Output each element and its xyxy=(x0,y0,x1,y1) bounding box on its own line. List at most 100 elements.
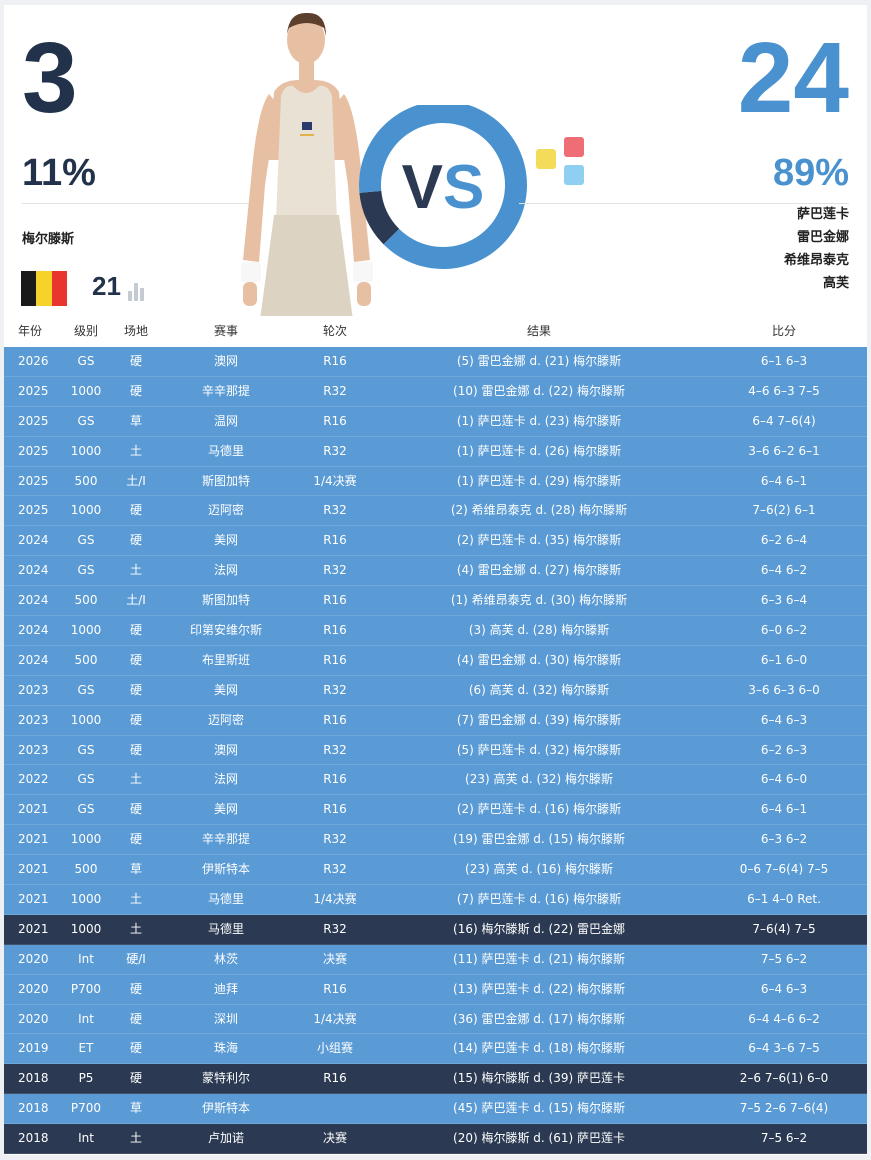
cell-event: 印第安维尔斯 xyxy=(189,623,263,638)
cell-score: 3–6 6–3 6–0 xyxy=(748,682,820,697)
header-level[interactable]: 级别 xyxy=(73,324,99,338)
table-row[interactable]: 2024 GS 土 法网 R32 (4) 雷巴金娜 d. (27) 梅尔滕斯 6–4 6–2 xyxy=(4,556,867,587)
cell-surface: 草 xyxy=(129,413,143,428)
logo-square-lightblue xyxy=(564,165,584,185)
cell-level: P5 xyxy=(78,1071,94,1086)
right-player-name[interactable]: 高芙 xyxy=(822,276,849,291)
right-player-name[interactable]: 雷巴金娜 xyxy=(796,230,849,245)
header-result[interactable]: 结果 xyxy=(526,324,552,338)
table-row[interactable]: 2021 GS 硬 美网 R16 (2) 萨巴莲卡 d. (16) 梅尔滕斯 6–4 6–1 xyxy=(4,795,867,826)
cell-event: 珠海 xyxy=(213,1041,239,1056)
flag-stripe-black xyxy=(21,271,37,306)
match-table-body: 2026 GS 硬澳网 R16 (5) 雷巴金娜 d. (21) 梅尔滕斯 6–1 6–3… xyxy=(4,347,867,1155)
cell-score: 0–6 7–6(4) 7–5 xyxy=(739,862,829,877)
cell-round: R32 xyxy=(323,742,347,757)
table-row[interactable]: 2020 P700 硬 迪拜 R16 (13) 萨巴莲卡 d. (22) 梅尔滕斯 6–4 … xyxy=(4,974,867,1005)
table-row[interactable]: 2018 Int 土 卢加诺 决赛 (20) 梅尔滕斯 d. (61) 萨巴莲卡 7–5 6… xyxy=(4,1124,867,1155)
cell-result: (5) 雷巴金娜 d. (21) 梅尔滕斯 xyxy=(456,354,622,368)
table-row[interactable]: 2025 1000 土 马德里 R32 (1) 萨巴莲卡 d. (26) 梅尔滕斯 3–6 … xyxy=(4,436,867,467)
table-row[interactable]: 2019 ET 硬 珠海 小组赛 (14) 萨巴莲卡 d. (18) 梅尔滕斯 6–4 3–… xyxy=(4,1034,867,1065)
table-row[interactable]: 2020 Int 硬 深圳 1/4决赛 (36) 雷巴金娜 d. (17) 梅尔滕斯 6–4… xyxy=(4,1004,867,1035)
table-row[interactable]: 2021 1000 土 马德里 R32 (16) 梅尔滕斯 d. (22) 雷巴金娜 7–6… xyxy=(4,914,867,945)
left-player-rank: 21 xyxy=(92,271,121,301)
cell-surface: 硬 xyxy=(129,354,143,368)
cell-level: Int xyxy=(78,1011,94,1026)
cell-level: GS xyxy=(77,563,95,578)
cell-level: 500 xyxy=(74,652,98,667)
table-row[interactable]: 2021 1000 土 马德里 1/4决赛 (7) 萨巴莲卡 d. (16) 梅尔滕斯 6–… xyxy=(4,885,867,915)
cell-level: 500 xyxy=(74,473,98,488)
cell-year: 2024 xyxy=(18,623,49,638)
cell-level: 1000 xyxy=(70,921,102,936)
table-row[interactable]: 2022 GS 土 法网 R16 (23) 高芙 d. (32) 梅尔滕斯 6–4 6–0 xyxy=(4,765,867,796)
cell-round: 小组赛 xyxy=(316,1041,354,1056)
cell-level: 500 xyxy=(74,593,98,608)
table-row[interactable]: 2024 1000 硬 印第安维尔斯 R16 (3) 高芙 d. (28) 梅尔滕斯 6–0… xyxy=(4,616,867,646)
table-row[interactable]: 2024 500 硬 布里斯班 R16 (4) 雷巴金娜 d. (30) 梅尔滕斯 6–1 … xyxy=(4,645,867,676)
table-row[interactable]: 2024 GS 硬 美网 R16 (2) 萨巴莲卡 d. (35) 梅尔滕斯 6–2 6–4 xyxy=(4,526,867,557)
table-row[interactable]: 2024 500 土/I 斯图加特 R16 (1) 希维昂泰克 d. (30) 梅尔滕斯 6… xyxy=(4,586,867,617)
cell-event: 辛辛那提 xyxy=(201,832,251,847)
right-player-name[interactable]: 希维昂泰克 xyxy=(783,253,849,268)
header-event[interactable]: 赛事 xyxy=(213,324,239,338)
cell-surface: 土/I xyxy=(126,473,146,488)
table-row[interactable]: 2018 P700 草 伊斯特本 (45) 萨巴莲卡 d. (15) 梅尔滕斯 7–5 2… xyxy=(4,1094,867,1125)
cell-score: 6–2 6–4 xyxy=(760,533,808,548)
header-score[interactable]: 比分 xyxy=(771,324,797,338)
table-row[interactable]: 2018 P5 硬 蒙特利尔 R16 (15) 梅尔滕斯 d. (39) 萨巴莲卡 2–6 … xyxy=(4,1064,867,1095)
cell-event: 澳网 xyxy=(213,742,239,757)
cell-year: 2021 xyxy=(18,892,49,907)
cell-round: R32 xyxy=(323,682,347,697)
table-row[interactable]: 2025 GS 草 温网 R16 (1) 萨巴莲卡 d. (23) 梅尔滕斯 6–4 7–6… xyxy=(4,406,867,437)
cell-round: R16 xyxy=(323,772,347,787)
cell-round: 1/4决赛 xyxy=(313,892,357,907)
cell-level: GS xyxy=(77,533,95,548)
cell-result: (19) 雷巴金娜 d. (15) 梅尔滕斯 xyxy=(453,832,625,847)
cell-surface: 硬 xyxy=(129,383,143,398)
cell-score: 6–4 6–1 xyxy=(760,473,808,488)
cell-year: 2022 xyxy=(18,772,49,787)
table-row[interactable]: 2025 500 土/I 斯图加特 1/4决赛 (1) 萨巴莲卡 d. (29) 梅尔滕斯… xyxy=(4,466,867,497)
cell-result: (20) 梅尔滕斯 d. (61) 萨巴莲卡 xyxy=(453,1131,625,1146)
table-row[interactable]: 2021 500 草 伊斯特本 R32 (23) 高芙 d. (16) 梅尔滕斯 0–6 7… xyxy=(4,855,867,886)
cell-round: R32 xyxy=(323,443,347,458)
table-row[interactable]: 2025 1000 硬 迈阿密 R32 (2) 希维昂泰克 d. (28) 梅尔滕斯 7–6… xyxy=(4,496,867,527)
cell-level: P700 xyxy=(70,981,102,996)
header-round[interactable]: 轮次 xyxy=(322,324,348,338)
cell-round: 决赛 xyxy=(322,1131,348,1146)
table-row[interactable]: 2020 Int 硬/I 林茨 决赛 (11) 萨巴莲卡 d. (21) 梅尔滕斯 7–5 … xyxy=(4,944,867,975)
cell-year: 2021 xyxy=(18,862,49,877)
header-year[interactable]: 年份 xyxy=(18,324,43,338)
cell-round: R16 xyxy=(323,593,347,608)
left-player-name[interactable]: 梅尔滕斯 xyxy=(22,232,75,247)
cell-score: 2–6 7–6(1) 6–0 xyxy=(739,1071,829,1086)
cell-result: (2) 希维昂泰克 d. (28) 梅尔滕斯 xyxy=(450,503,628,518)
cell-result: (23) 高芙 d. (16) 梅尔滕斯 xyxy=(465,862,613,877)
table-row[interactable]: 2023 GS 硬 澳网 R32 (5) 萨巴莲卡 d. (32) 梅尔滕斯 6–2 6–3 xyxy=(4,735,867,766)
cell-event: 斯图加特 xyxy=(201,473,251,488)
table-row[interactable]: 2023 GS 硬 美网 R32 (6) 高芙 d. (32) 梅尔滕斯 3–6 6–3 6… xyxy=(4,675,867,706)
cell-round: R16 xyxy=(323,652,347,667)
cell-year: 2025 xyxy=(18,413,49,428)
right-player-names: 萨巴莲卡 雷巴金娜 希维昂泰克 高芙 xyxy=(784,203,849,295)
ranking-chart-icon[interactable] xyxy=(128,279,150,301)
right-player-wins: 24 xyxy=(737,22,849,134)
cell-score: 6–2 6–3 xyxy=(760,742,808,757)
cell-year: 2023 xyxy=(18,742,49,757)
cell-round: R16 xyxy=(323,981,347,996)
cell-result: (2) 萨巴莲卡 d. (16) 梅尔滕斯 xyxy=(456,802,622,817)
table-row[interactable]: 2021 1000 硬 辛辛那提 R32 (19) 雷巴金娜 d. (15) 梅尔滕斯 6–… xyxy=(4,825,867,856)
cell-result: (1) 萨巴莲卡 d. (29) 梅尔滕斯 xyxy=(456,473,622,488)
cell-level: 1000 xyxy=(70,892,102,907)
right-player-name[interactable]: 萨巴莲卡 xyxy=(796,207,849,222)
table-row[interactable]: 2025 1000 硬 辛辛那提 R32 (10) 雷巴金娜 d. (22) 梅尔滕斯 4–… xyxy=(4,376,867,407)
cell-result: (7) 萨巴莲卡 d. (16) 梅尔滕斯 xyxy=(456,892,622,907)
cell-surface: 土 xyxy=(129,1131,143,1146)
cell-result: (36) 雷巴金娜 d. (17) 梅尔滕斯 xyxy=(453,1011,625,1026)
table-row[interactable]: 2026 GS 硬 澳网 R16 (5) 雷巴金娜 d. (21) 梅尔滕斯 6–1 6–3 xyxy=(4,347,867,377)
table-row[interactable]: 2023 1000 硬 迈阿密 R16 (7) 雷巴金娜 d. (39) 梅尔滕斯 6–4 … xyxy=(4,705,867,736)
cell-score: 7–6(4) 7–5 xyxy=(752,921,816,936)
header-surface[interactable]: 场地 xyxy=(123,324,149,338)
cell-score: 6–1 4–0 Ret. xyxy=(747,892,821,907)
cell-round: R16 xyxy=(323,802,347,817)
